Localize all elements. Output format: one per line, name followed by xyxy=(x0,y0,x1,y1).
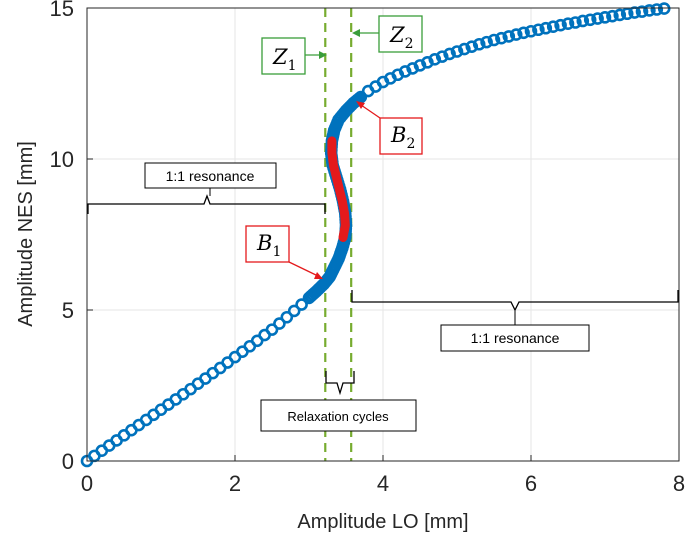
data-point xyxy=(606,9,619,23)
svg-text:B2: B2 xyxy=(390,123,415,152)
y-tick-label: 0 xyxy=(62,449,74,474)
data-point xyxy=(435,50,449,63)
data-point xyxy=(295,298,308,311)
data-point xyxy=(643,4,656,17)
data-point xyxy=(620,7,634,21)
data-point xyxy=(591,12,604,25)
right-resonance-brace: 1:1 resonance xyxy=(351,290,679,352)
data-point xyxy=(465,40,479,53)
data-point xyxy=(650,3,664,16)
svg-text:Z2: Z2 xyxy=(389,23,414,52)
svg-text:1:1 resonance: 1:1 resonance xyxy=(166,168,255,184)
y-tick-label: 15 xyxy=(50,0,74,21)
data-point xyxy=(539,21,553,35)
svg-text:Relaxation cycles: Relaxation cycles xyxy=(287,409,389,424)
annotation-z2: Z2 xyxy=(352,15,423,53)
data-point xyxy=(480,35,493,49)
data-point xyxy=(509,28,523,41)
data-point xyxy=(280,310,294,324)
data-point xyxy=(554,18,567,32)
annotation-b1: B1 xyxy=(245,225,323,279)
unstable-branch xyxy=(327,136,350,242)
data-point xyxy=(524,24,538,38)
x-tick-label: 4 xyxy=(377,471,389,496)
left-resonance-brace: 1:1 resonance xyxy=(87,162,326,214)
unstable-segment xyxy=(327,136,350,242)
data-point xyxy=(598,11,612,24)
data-point xyxy=(561,17,575,31)
data-point xyxy=(406,62,419,75)
y-tick-label: 5 xyxy=(62,298,74,323)
data-points xyxy=(80,2,671,468)
data-point xyxy=(502,30,516,43)
y-tick-label: 10 xyxy=(50,147,74,172)
data-point xyxy=(472,37,486,51)
data-point xyxy=(517,26,530,40)
data-point xyxy=(657,2,671,15)
data-point xyxy=(265,323,279,336)
data-point xyxy=(635,5,649,18)
x-tick-label: 0 xyxy=(81,471,93,496)
y-axis-label: Amplitude NES [mm] xyxy=(15,141,37,327)
annotation-b2: B2 xyxy=(356,101,423,155)
data-point xyxy=(287,304,301,318)
x-tick-label: 6 xyxy=(525,471,537,496)
svg-text:1:1 resonance: 1:1 resonance xyxy=(471,330,560,346)
relaxation-brace: Relaxation cycles xyxy=(260,371,417,432)
data-point xyxy=(583,13,597,27)
data-point xyxy=(576,14,590,28)
data-point xyxy=(413,59,427,72)
data-point xyxy=(546,20,560,34)
annotation-z1: Z1 xyxy=(261,37,327,75)
data-point xyxy=(487,33,501,47)
data-point xyxy=(421,56,434,69)
svg-text:Z1: Z1 xyxy=(272,45,297,74)
data-point xyxy=(613,8,627,22)
data-point xyxy=(428,53,442,66)
data-point xyxy=(458,42,471,56)
x-tick-label: 8 xyxy=(673,471,685,496)
data-point xyxy=(569,16,582,29)
data-point xyxy=(450,45,464,58)
data-point xyxy=(495,31,508,45)
data-point xyxy=(273,317,286,330)
x-axis-label: Amplitude LO [mm] xyxy=(297,511,468,533)
data-point xyxy=(398,65,412,78)
tick-marks xyxy=(86,7,680,462)
svg-text:B1: B1 xyxy=(256,231,281,260)
data-point xyxy=(443,47,456,61)
data-point xyxy=(532,23,545,37)
x-tick-label: 2 xyxy=(229,471,241,496)
